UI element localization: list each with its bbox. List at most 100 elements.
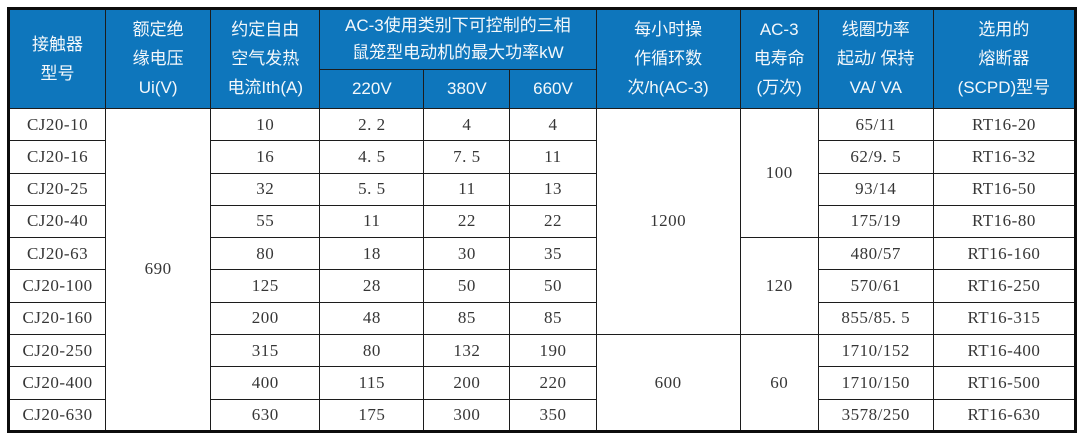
cell-kw-380v: 30 xyxy=(423,237,511,271)
cell-kw-660v: 220 xyxy=(509,366,597,400)
cell-model: CJ20-16 xyxy=(7,140,107,174)
cell-coil-power: 480/57 xyxy=(817,237,934,271)
cell-kw-380v: 50 xyxy=(423,269,511,303)
header-operating-cycles: 每小时操 作循环数 次/h(AC-3) xyxy=(595,8,741,109)
cell-fuse: RT16-250 xyxy=(932,269,1077,303)
cell-kw-380v: 4 xyxy=(423,107,511,142)
header-220v: 220V xyxy=(319,68,425,109)
cell-ith: 80 xyxy=(210,237,321,271)
table-row: CJ20-16 16 4. 5 7. 5 11 62/9. 5 RT16-32 xyxy=(7,140,1077,174)
cell-kw-220v: 2. 2 xyxy=(319,107,425,142)
cell-kw-220v: 28 xyxy=(319,269,425,303)
header-coil-power: 线圈功率 起动/ 保持 VA/ VA xyxy=(817,8,934,109)
cell-ith: 32 xyxy=(210,172,321,206)
cell-kw-660v: 50 xyxy=(509,269,597,303)
cell-model: CJ20-25 xyxy=(7,172,107,206)
cell-coil-power: 1710/150 xyxy=(817,366,934,400)
cell-fuse: RT16-400 xyxy=(932,333,1077,368)
cell-fuse: RT16-500 xyxy=(932,366,1077,400)
cell-coil-power: 62/9. 5 xyxy=(817,140,934,174)
cell-kw-220v: 80 xyxy=(319,333,425,368)
cell-coil-power: 570/61 xyxy=(817,269,934,303)
cell-model: CJ20-400 xyxy=(7,366,107,400)
table-row: CJ20-63 80 18 30 35 120 480/57 RT16-160 xyxy=(7,237,1077,335)
cell-ith: 400 xyxy=(210,366,321,400)
cell-ith: 16 xyxy=(210,140,321,174)
cell-kw-380v: 7. 5 xyxy=(423,140,511,174)
cell-fuse: RT16-80 xyxy=(932,204,1077,239)
header-thermal-current: 约定自由 空气发热 电流Ith(A) xyxy=(210,8,321,109)
cell-kw-660v: 35 xyxy=(509,237,597,271)
cell-kw-220v: 5. 5 xyxy=(319,172,425,206)
cell-coil-power: 855/85. 5 xyxy=(817,301,934,336)
cell-kw-220v: 18 xyxy=(319,237,425,271)
cell-kw-380v: 85 xyxy=(423,301,511,336)
cell-fuse: RT16-50 xyxy=(932,172,1077,206)
cell-kw-220v: 48 xyxy=(319,301,425,336)
cell-kw-660v: 350 xyxy=(509,398,597,433)
cell-kw-380v: 22 xyxy=(423,204,511,239)
cell-fuse: RT16-315 xyxy=(932,301,1077,336)
cell-model: CJ20-40 xyxy=(7,204,107,239)
cell-model: CJ20-63 xyxy=(7,237,107,271)
cell-coil-power: 65/11 xyxy=(817,107,934,142)
cell-ui-690: 690 xyxy=(105,107,212,433)
cell-kw-660v: 190 xyxy=(509,333,597,368)
cell-fuse: RT16-20 xyxy=(932,107,1077,142)
cell-kw-220v: 115 xyxy=(319,366,425,400)
cell-model: CJ20-250 xyxy=(7,333,107,368)
cell-life-60: 60 xyxy=(739,334,819,432)
cell-coil-power: 3578/250 xyxy=(817,398,934,433)
table-row: CJ20-40 55 11 22 22 175/19 RT16-80 xyxy=(7,204,1077,239)
cell-ith: 315 xyxy=(210,333,321,368)
cell-kw-380v: 11 xyxy=(423,172,511,206)
table-row: CJ20-25 32 5. 5 11 13 93/14 RT16-50 xyxy=(7,172,1077,206)
cell-life-120: 120 xyxy=(739,237,819,335)
cell-ith: 200 xyxy=(210,301,321,336)
cell-ith: 630 xyxy=(210,398,321,433)
cell-kw-380v: 132 xyxy=(423,333,511,368)
table-row: CJ20-160 200 48 85 85 855/85. 5 RT16-315 xyxy=(7,301,1077,336)
cell-kw-380v: 300 xyxy=(423,398,511,433)
table-row: CJ20-100 125 28 50 50 570/61 RT16-250 xyxy=(7,269,1077,303)
table-row: CJ20-250 315 80 132 190 600 60 1710/152 … xyxy=(7,333,1077,432)
cell-life-100: 100 xyxy=(739,107,819,239)
cell-cycles-1200: 1200 xyxy=(595,107,741,336)
header-ac3-max-power: AC-3使用类别下可控制的三相 鼠笼型电动机的最大功率kW xyxy=(319,8,597,70)
cell-ith: 55 xyxy=(210,204,321,239)
cell-kw-660v: 85 xyxy=(509,301,597,336)
cell-model: CJ20-160 xyxy=(7,301,107,336)
cell-kw-220v: 4. 5 xyxy=(319,140,425,174)
cell-fuse: RT16-160 xyxy=(932,237,1077,271)
header-rated-insulation-voltage: 额定绝 缘电压 Ui(V) xyxy=(105,8,212,109)
cell-kw-660v: 4 xyxy=(509,107,597,142)
contactor-spec-table: 接触器 型号 额定绝 缘电压 Ui(V) 约定自由 空气发热 电流Ith(A) … xyxy=(7,7,1077,433)
cell-model: CJ20-100 xyxy=(7,269,107,303)
header-fuse-type: 选用的 熔断器 (SCPD)型号 xyxy=(932,8,1077,109)
cell-fuse: RT16-32 xyxy=(932,140,1077,174)
cell-ith: 125 xyxy=(210,269,321,303)
table-row: CJ20-630 630 175 300 350 3578/250 RT16-6… xyxy=(7,398,1077,433)
cell-kw-660v: 22 xyxy=(509,204,597,239)
header-380v: 380V xyxy=(423,68,511,109)
cell-model: CJ20-10 xyxy=(7,107,107,142)
cell-kw-660v: 11 xyxy=(509,140,597,174)
header-row-2: 220V 380V 660V xyxy=(9,68,1076,109)
cell-kw-380v: 200 xyxy=(423,366,511,400)
cell-kw-220v: 11 xyxy=(319,204,425,239)
cell-coil-power: 1710/152 xyxy=(817,333,934,368)
table-row: CJ20-400 400 115 200 220 1710/150 RT16-5… xyxy=(7,366,1077,400)
cell-coil-power: 175/19 xyxy=(817,204,934,239)
header-660v: 660V xyxy=(509,68,597,109)
cell-kw-660v: 13 xyxy=(509,172,597,206)
cell-model: CJ20-630 xyxy=(7,398,107,433)
header-row-1: 接触器 型号 额定绝 缘电压 Ui(V) 约定自由 空气发热 电流Ith(A) … xyxy=(7,8,1077,109)
cell-ith: 10 xyxy=(210,107,321,142)
cell-cycles-600: 600 xyxy=(595,334,741,432)
cell-coil-power: 93/14 xyxy=(817,172,934,206)
cell-kw-220v: 175 xyxy=(319,398,425,433)
cell-fuse: RT16-630 xyxy=(932,398,1077,433)
header-electrical-life: AC-3 电寿命 (万次) xyxy=(739,8,819,109)
table-row: CJ20-10 690 10 2. 2 4 4 1200 100 65/11 R… xyxy=(7,107,1077,433)
